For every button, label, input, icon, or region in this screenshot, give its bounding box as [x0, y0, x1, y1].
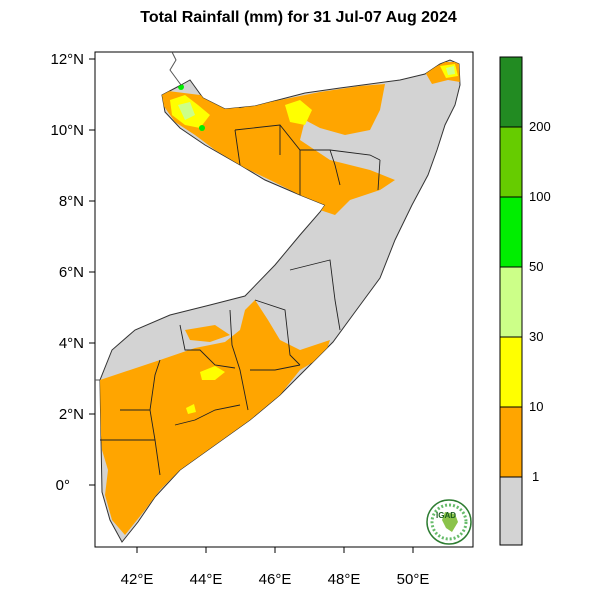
igad-logo: IGAD [426, 499, 472, 545]
lon-label: 44°E [190, 571, 223, 588]
rain-south-10-30-b [186, 404, 196, 414]
lat-label: 6°N [59, 264, 84, 281]
rain-north-10-30-b [285, 100, 312, 125]
lon-label: 42°E [121, 571, 154, 588]
lat-label: 12°N [50, 51, 84, 68]
lon-label: 46°E [259, 571, 292, 588]
lon-label: 50°E [397, 571, 430, 588]
legend-bin [499, 336, 523, 408]
rain-north-50-100-b [199, 125, 205, 131]
legend-bin [499, 196, 523, 268]
lon-label: 48°E [328, 571, 361, 588]
legend-label: 200 [529, 119, 551, 134]
rain-north-30-50 [178, 102, 195, 120]
legend-bin [499, 406, 523, 478]
legend-label: 50 [529, 259, 543, 274]
lat-label: 10°N [50, 122, 84, 139]
rain-northeast-30-50 [446, 66, 455, 75]
djibouti-border [169, 51, 182, 86]
legend-bin [499, 266, 523, 338]
legend-label: 10 [529, 399, 543, 414]
legend-colorbar [499, 56, 523, 546]
lat-label: 8°N [59, 193, 84, 210]
rain-south-1-10-b [185, 325, 230, 342]
logo-text: IGAD [436, 511, 456, 520]
legend-bin [499, 56, 523, 128]
rain-south-1-10 [100, 300, 330, 535]
lon-ticks [136, 547, 414, 553]
legend-label: 100 [529, 189, 551, 204]
legend-bin [499, 126, 523, 198]
lat-label: 0° [56, 477, 70, 494]
region-borders [100, 124, 381, 476]
lat-ticks [89, 58, 95, 486]
map-title: Total Rainfall (mm) for 31 Jul-07 Aug 20… [140, 9, 457, 26]
legend-label: 30 [529, 329, 543, 344]
rain-north-1-10 [160, 84, 395, 215]
rain-south-10-30 [200, 366, 225, 380]
rainfall-overlay [100, 62, 460, 535]
legend-bin [499, 476, 523, 546]
lat-label: 4°N [59, 335, 84, 352]
legend-label: 1 [532, 469, 539, 484]
lat-label: 2°N [59, 406, 84, 423]
